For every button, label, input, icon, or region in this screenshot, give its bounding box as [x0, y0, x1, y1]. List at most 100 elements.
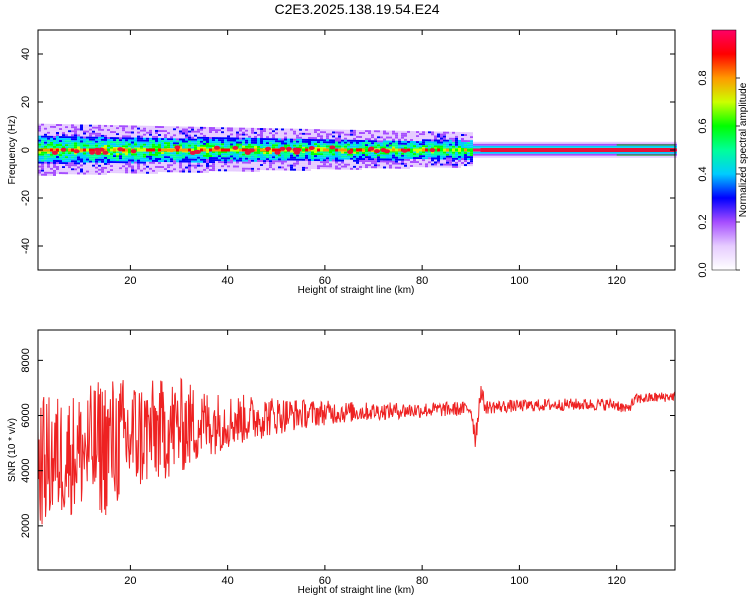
heatmap-cell [230, 143, 233, 146]
heatmap-cell [467, 140, 470, 143]
heatmap-cell [173, 136, 176, 139]
heatmap-cell [71, 142, 74, 145]
heatmap-cell [242, 167, 245, 170]
heatmap-cell [107, 135, 110, 138]
heatmap-cell [329, 151, 332, 154]
heatmap-cell [176, 162, 179, 165]
heatmap-cell [503, 141, 506, 144]
heatmap-cell [353, 167, 356, 170]
heatmap-cell [653, 151, 656, 154]
heatmap-ridge [446, 148, 449, 152]
heatmap-cell [539, 153, 542, 156]
heatmap-cell [497, 155, 500, 158]
heatmap-cell [257, 151, 260, 154]
heatmap-cell [446, 139, 449, 142]
heatmap-cell [389, 154, 392, 157]
heatmap-cell [467, 154, 470, 157]
heatmap-cell [224, 141, 227, 144]
heatmap-cell [65, 162, 68, 165]
heatmap-cell [179, 156, 182, 159]
heatmap-cell [482, 145, 485, 148]
heatmap-cell [179, 160, 182, 163]
heatmap-cell [125, 169, 128, 172]
heatmap-cell [194, 144, 197, 147]
heatmap-cell [254, 131, 257, 134]
heatmap-cell [449, 155, 452, 158]
heatmap-cell [350, 129, 353, 132]
heatmap-cell [197, 140, 200, 143]
heatmap-cell [548, 151, 551, 154]
heatmap-cell [476, 153, 479, 156]
heatmap-cell [257, 167, 260, 170]
heatmap-cell [377, 140, 380, 143]
heatmap-cell [593, 151, 596, 154]
heatmap-cell [473, 141, 476, 144]
heatmap-cell [83, 156, 86, 159]
heatmap-cell [416, 157, 419, 160]
heatmap-cell [263, 140, 266, 143]
heatmap-cell [656, 145, 659, 148]
heatmap-cell [263, 164, 266, 167]
heatmap-cell [266, 138, 269, 141]
heatmap-cell [638, 145, 641, 148]
heatmap-ridge [392, 148, 395, 152]
heatmap-cell [41, 125, 44, 128]
heatmap-cell [353, 151, 356, 154]
heatmap-cell [101, 126, 104, 129]
heatmap-cell [38, 167, 41, 170]
heatmap-cell [164, 132, 167, 135]
heatmap-cell [194, 136, 197, 139]
heatmap-cell [140, 157, 143, 160]
heatmap-cell [251, 151, 254, 154]
heatmap-cell [152, 143, 155, 146]
heatmap-cell [155, 143, 158, 146]
heatmap-peak [293, 150, 300, 155]
heatmap-cell [104, 154, 107, 157]
heatmap-cell [206, 162, 209, 165]
heatmap-cell [527, 145, 530, 148]
heatmap-cell [356, 153, 359, 156]
heatmap-cell [149, 145, 152, 148]
heatmap-cell [377, 134, 380, 137]
heatmap-cell [275, 144, 278, 147]
heatmap-cell [446, 165, 449, 168]
heatmap-cell [62, 152, 65, 155]
heatmap-cell [389, 136, 392, 139]
heatmap-cell [488, 143, 491, 146]
heatmap-cell [134, 153, 137, 156]
heatmap-cell [80, 132, 83, 135]
heatmap-cell [227, 143, 230, 146]
colorbar-label: Normalized spectral amplitude [738, 82, 749, 217]
heatmap-cell [290, 154, 293, 157]
heatmap-cell [230, 135, 233, 138]
heatmap-peak [194, 149, 201, 154]
heatmap-cell [335, 139, 338, 142]
heatmap-cell [458, 161, 461, 164]
heatmap-cell [560, 141, 563, 144]
heatmap-cell [83, 132, 86, 135]
heatmap-cell [599, 153, 602, 156]
heatmap-cell [359, 143, 362, 146]
heatmap-cell [41, 129, 44, 132]
heatmap-cell [182, 146, 185, 149]
heatmap-cell [413, 145, 416, 148]
heatmap-cell [179, 164, 182, 167]
heatmap-cell [422, 157, 425, 160]
heatmap-cell [347, 129, 350, 132]
heatmap-cell [488, 145, 491, 148]
heatmap-cell [74, 140, 77, 143]
heatmap-cell [530, 151, 533, 154]
heatmap-cell [134, 159, 137, 162]
heatmap-cell [50, 133, 53, 136]
heatmap-cell [551, 143, 554, 146]
heatmap-ridge [50, 148, 53, 152]
heatmap-cell [287, 134, 290, 137]
heatmap-cell [398, 134, 401, 137]
heatmap-cell [104, 144, 107, 147]
heatmap-cell [257, 143, 260, 146]
heatmap-cell [410, 153, 413, 156]
heatmap-cell [278, 162, 281, 165]
heatmap-cell [509, 153, 512, 156]
heatmap-cell [380, 160, 383, 163]
heatmap-cell [344, 137, 347, 140]
